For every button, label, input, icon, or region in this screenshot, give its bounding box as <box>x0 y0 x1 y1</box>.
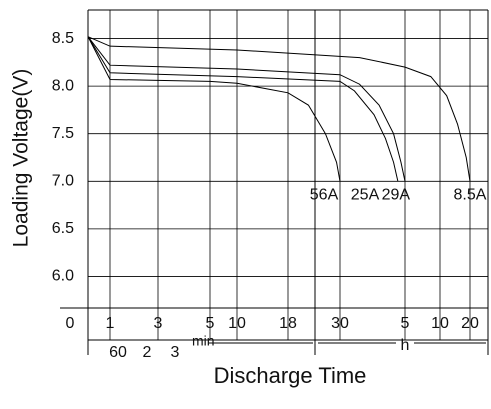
second-row-label: 60 <box>109 344 127 361</box>
curve-label: 8.5A <box>454 187 487 204</box>
y-tick-label: 6.0 <box>52 268 74 285</box>
y-tick-label: 8.0 <box>52 77 74 94</box>
curve <box>87 36 471 182</box>
curve-label: 25A <box>351 187 380 204</box>
curve-label: 56A <box>310 187 339 204</box>
y-axis-title: Loading Voltage(V) <box>10 69 33 248</box>
frame <box>60 9 489 355</box>
x-axis-title: Discharge Time <box>214 363 367 388</box>
curve-label: 29A <box>382 187 411 204</box>
hour-unit: h <box>401 337 410 354</box>
curve <box>87 36 406 182</box>
curve <box>87 36 341 182</box>
y-tick-label: 6.5 <box>52 220 74 237</box>
second-row-label: 3 <box>171 344 180 361</box>
origin-label: 0 <box>66 315 75 332</box>
y-tick-label: 8.5 <box>52 30 74 47</box>
y-tick-label: 7.5 <box>52 125 74 142</box>
curve <box>87 36 399 182</box>
second-row-label: 2 <box>143 344 152 361</box>
y-tick-label: 7.0 <box>52 173 74 190</box>
minute-unit: min <box>192 333 215 349</box>
